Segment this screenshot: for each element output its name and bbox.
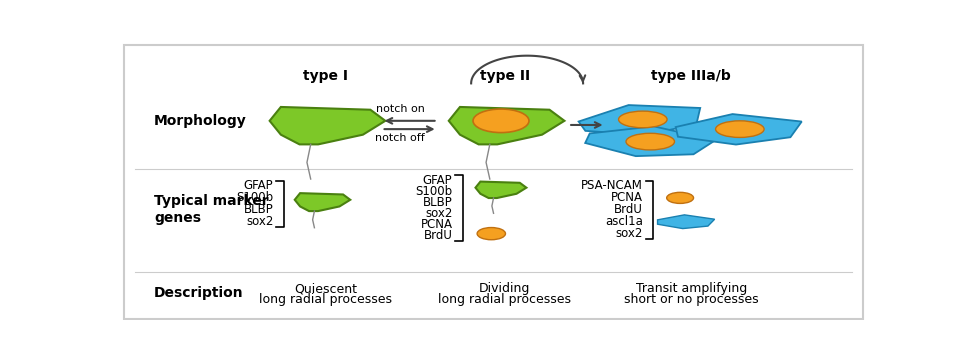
- Text: PCNA: PCNA: [421, 218, 453, 231]
- Text: GFAP: GFAP: [244, 179, 273, 193]
- Ellipse shape: [618, 111, 667, 128]
- Polygon shape: [476, 181, 527, 198]
- Text: sox2: sox2: [425, 207, 453, 220]
- Polygon shape: [658, 215, 715, 229]
- Text: type II: type II: [480, 69, 530, 84]
- Text: short or no processes: short or no processes: [624, 293, 759, 306]
- Text: long radial processes: long radial processes: [259, 293, 392, 306]
- Text: ascl1a: ascl1a: [605, 215, 643, 228]
- Text: genes: genes: [154, 211, 201, 225]
- Text: Quiescent: Quiescent: [294, 282, 357, 295]
- Ellipse shape: [716, 121, 764, 138]
- Text: notch on: notch on: [376, 104, 425, 114]
- Polygon shape: [676, 114, 802, 145]
- Text: PSA-NCAM: PSA-NCAM: [581, 179, 643, 193]
- Text: BrdU: BrdU: [424, 229, 453, 242]
- Text: sox2: sox2: [246, 215, 273, 228]
- Text: type IIIa/b: type IIIa/b: [651, 69, 731, 84]
- Text: BrdU: BrdU: [614, 203, 643, 216]
- Text: Description: Description: [154, 286, 244, 300]
- Text: BLBP: BLBP: [423, 196, 453, 209]
- Text: long radial processes: long radial processes: [438, 293, 571, 306]
- Text: PCNA: PCNA: [611, 192, 643, 204]
- Text: BLBP: BLBP: [244, 203, 273, 216]
- Text: S100b: S100b: [415, 185, 453, 198]
- Text: Typical marker: Typical marker: [154, 194, 269, 208]
- FancyBboxPatch shape: [124, 45, 863, 319]
- Text: S100b: S100b: [236, 192, 273, 204]
- Ellipse shape: [626, 133, 674, 150]
- Ellipse shape: [666, 192, 693, 203]
- Text: GFAP: GFAP: [423, 174, 453, 187]
- Text: sox2: sox2: [615, 227, 643, 240]
- Polygon shape: [586, 126, 716, 156]
- Text: notch off: notch off: [376, 133, 425, 143]
- Ellipse shape: [473, 109, 529, 132]
- Text: Morphology: Morphology: [154, 114, 247, 128]
- Text: Transit amplifying: Transit amplifying: [636, 282, 747, 295]
- Polygon shape: [295, 193, 351, 211]
- Text: type I: type I: [303, 69, 348, 84]
- Polygon shape: [579, 105, 700, 135]
- Polygon shape: [449, 107, 564, 144]
- Polygon shape: [270, 107, 385, 144]
- Ellipse shape: [477, 228, 506, 240]
- Text: Dividing: Dividing: [479, 282, 531, 295]
